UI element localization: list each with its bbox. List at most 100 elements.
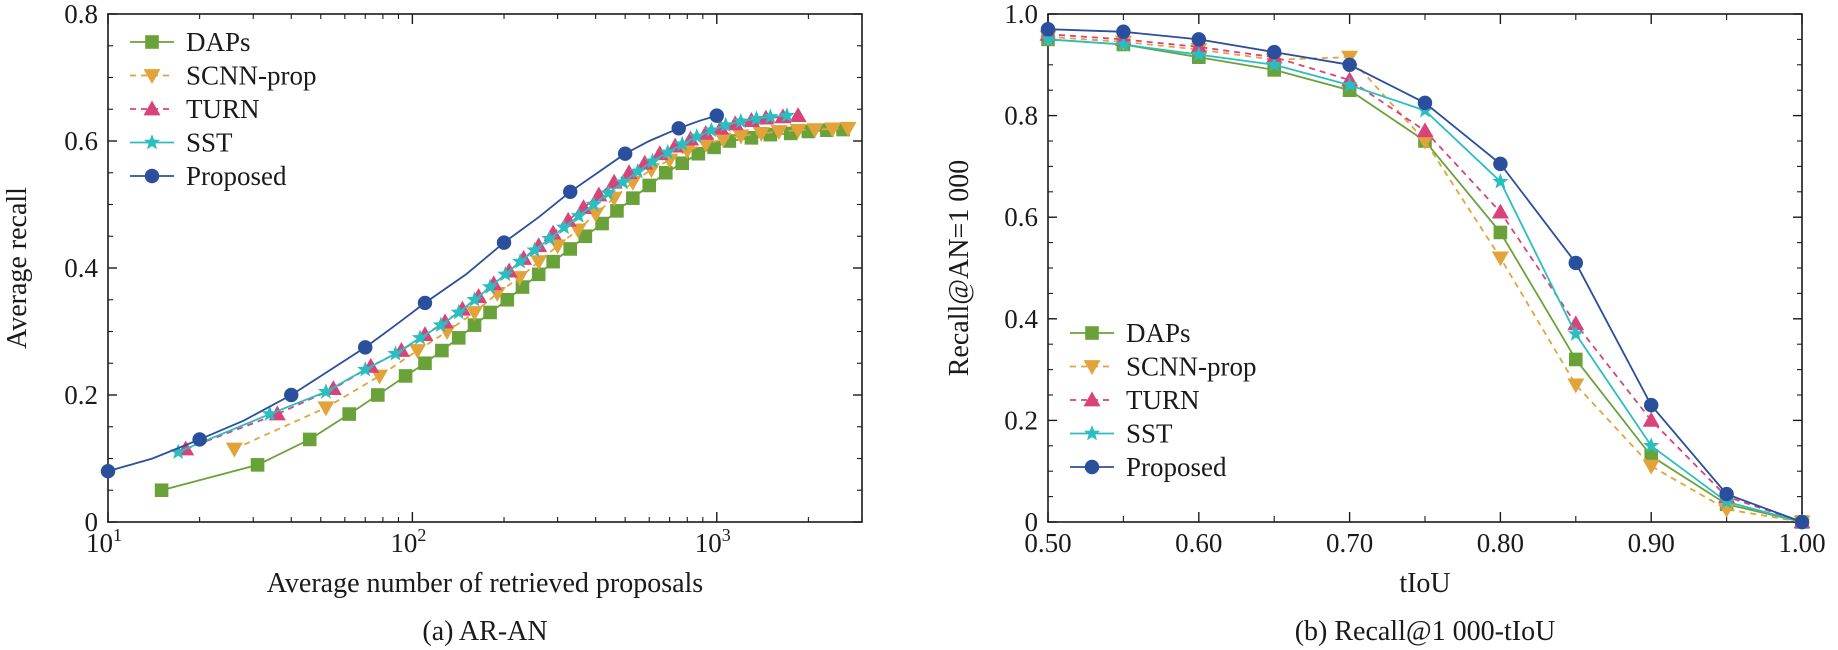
data-point-sst — [1341, 76, 1358, 92]
legend-item-proposed: Proposed — [1070, 452, 1227, 482]
ticks-a: 0 0.2 0.4 0.6 0.8 101 102 103 — [64, 0, 863, 558]
data-point-sst — [497, 265, 514, 282]
chart-recall-tiou: 0 0.2 0.4 0.6 0.8 1.0 0.50 0.60 0.70 0.80 0.90 1.00… — [944, 0, 1826, 647]
data-point-scnn — [225, 442, 243, 458]
chart-title-a: (a) AR-AN — [422, 616, 547, 647]
data-point-proposed — [1342, 57, 1357, 73]
data-point-sst — [1643, 437, 1660, 453]
y-axis-label-b: Recall@AN=1 000 — [944, 160, 975, 377]
legend-item-scnn: SCNN-prop — [130, 61, 317, 91]
data-point-proposed — [1191, 32, 1207, 47]
x-axis-label-a: Average number of retrieved proposals — [267, 568, 703, 599]
x-tick-label: 103 — [695, 525, 731, 558]
y-tick-label: 0.4 — [1004, 304, 1038, 334]
data-point-daps — [595, 216, 609, 231]
data-point-daps — [467, 318, 482, 332]
y-axis-label-a: Average recall — [2, 187, 33, 349]
series-scnn — [225, 121, 857, 458]
data-point-daps — [1569, 352, 1583, 367]
y-tick-label: 0.4 — [64, 253, 98, 283]
data-point-daps — [563, 242, 578, 256]
data-point-sst — [717, 116, 734, 133]
data-point-turn — [789, 107, 807, 122]
x-tick-label: 0.80 — [1477, 528, 1524, 558]
data-point-sst — [555, 218, 573, 235]
legend-marker-proposed — [144, 168, 160, 184]
series-line-proposed — [107, 114, 718, 473]
x-tick-label: 1.00 — [1778, 528, 1825, 558]
data-point-scnn — [1567, 378, 1585, 394]
data-point-daps — [302, 432, 317, 447]
data-point-proposed — [617, 146, 633, 161]
data-point-sst — [357, 361, 374, 377]
data-point-sst — [432, 316, 449, 333]
data-point-daps — [642, 178, 657, 193]
data-point-sst — [570, 207, 587, 223]
data-point-proposed — [1568, 255, 1584, 271]
data-point-sst — [466, 291, 483, 307]
data-point-sst — [1266, 56, 1283, 72]
y-tick-label: 0.8 — [1004, 101, 1038, 131]
data-point-proposed — [1266, 44, 1282, 60]
legend-item-turn: TURN — [1070, 385, 1200, 415]
y-tick-label: 0.8 — [64, 0, 98, 29]
data-point-daps — [1493, 225, 1508, 240]
data-point-scnn — [587, 207, 605, 223]
y-tick-label: 1.0 — [1004, 0, 1038, 29]
legend-label: SST — [1126, 419, 1173, 449]
data-point-scnn — [1642, 459, 1660, 475]
data-point-sst — [600, 184, 617, 200]
data-point-sst — [450, 303, 467, 320]
legend-label: TURN — [186, 94, 260, 124]
data-point-scnn — [317, 401, 335, 417]
data-point-daps — [418, 356, 432, 371]
data-point-scnn — [569, 223, 587, 239]
series-sst — [170, 107, 796, 460]
data-point-proposed — [358, 340, 373, 355]
series-a — [100, 107, 857, 498]
data-point-sst — [1190, 46, 1207, 62]
data-point-sst — [170, 443, 187, 460]
data-point-sst — [387, 345, 404, 361]
data-point-daps — [691, 146, 706, 161]
y-tick-label: 0.6 — [64, 126, 98, 156]
data-point-turn — [1491, 203, 1509, 219]
data-point-scnn — [1416, 134, 1434, 150]
x-tick-label: 0.70 — [1326, 528, 1373, 558]
legend-item-scnn: SCNN-prop — [1070, 352, 1257, 382]
data-point-sst — [732, 112, 749, 129]
data-point-sst — [614, 173, 632, 190]
series-b — [1039, 22, 1811, 531]
data-point-proposed — [192, 432, 207, 447]
data-point-daps — [610, 204, 624, 218]
data-point-sst — [659, 143, 676, 160]
x-tick-label: 0.60 — [1175, 528, 1222, 558]
data-point-sst — [585, 196, 602, 212]
ticks-b: 0 0.2 0.4 0.6 0.8 1.0 0.50 0.60 0.70 0.80 0.90 1.00 — [1004, 0, 1825, 558]
data-point-proposed — [496, 235, 512, 250]
data-point-proposed — [1794, 514, 1810, 530]
data-point-proposed — [100, 463, 116, 479]
data-point-scnn — [697, 137, 715, 153]
data-point-daps — [435, 343, 449, 358]
series-line-scnn — [1047, 36, 1803, 523]
chart-ar-an: 0 0.2 0.4 0.6 0.8 101 102 103 DAPs SCNN-propTURN… — [2, 0, 863, 647]
y-tick-label: 0.2 — [1004, 405, 1038, 435]
data-point-daps — [483, 305, 497, 320]
legend-item-daps: DAPs — [1070, 318, 1191, 348]
data-point-proposed — [709, 108, 724, 123]
data-point-scnn — [371, 369, 389, 385]
data-point-proposed — [284, 387, 299, 403]
data-point-sst — [1039, 30, 1057, 47]
y-tick-label: 0.6 — [1004, 202, 1038, 232]
y-tick-label: 0.2 — [64, 380, 98, 410]
y-tick-label: 0 — [85, 507, 99, 537]
legend-label: DAPs — [1126, 318, 1191, 348]
data-point-scnn — [1491, 251, 1509, 267]
data-point-sst — [261, 405, 278, 421]
data-point-scnn — [752, 127, 770, 142]
legend-label: DAPs — [186, 27, 251, 57]
